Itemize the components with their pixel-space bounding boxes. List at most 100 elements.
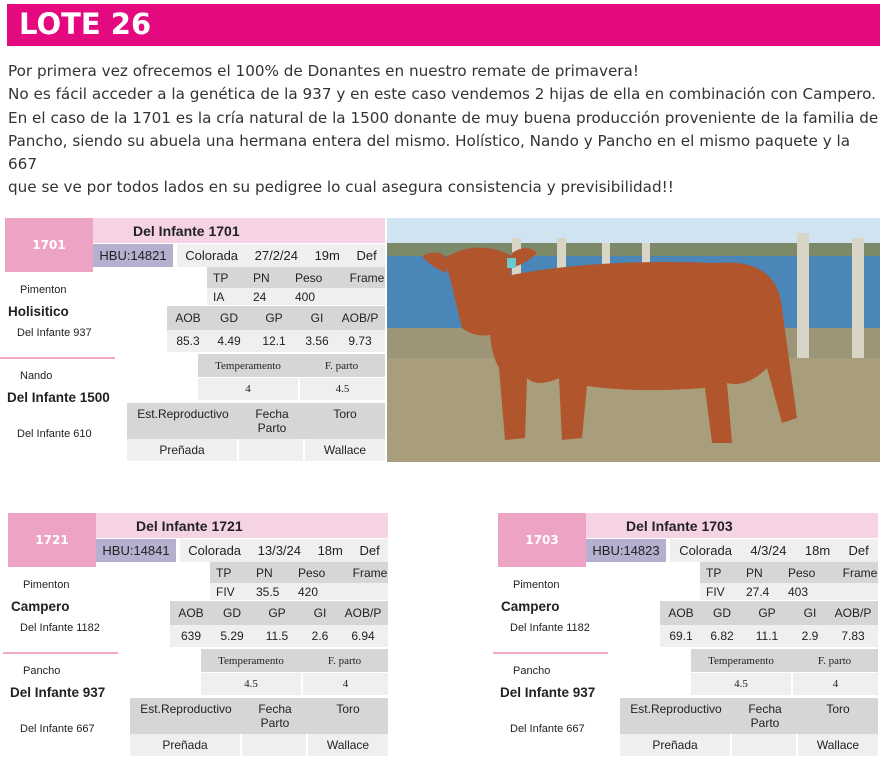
hbu-number: HBU:14841	[96, 539, 176, 562]
label-fparto: F. parto	[324, 359, 359, 372]
label-fparto: F. parto	[817, 654, 852, 667]
label-toro: Toro	[336, 702, 360, 716]
sire-dam: Del Infante 937	[17, 327, 92, 339]
fparto-value: 4.5	[300, 378, 385, 400]
birth-date: 13/3/24	[257, 543, 301, 558]
label-gi: GI	[310, 311, 324, 325]
description-line: Por primera vez ofrecemos el 100% de Don…	[8, 62, 639, 80]
sire-sire: Pimenton	[23, 579, 70, 591]
label-pn: PN	[253, 270, 270, 285]
label-toro: Toro	[826, 702, 850, 716]
lot-number: 1701	[5, 218, 93, 272]
label-frame: Frame	[349, 270, 385, 285]
birth-date: 27/2/24	[254, 248, 298, 263]
reproductive-values: Preñada Wallace	[620, 734, 878, 756]
label-tp: TP	[706, 565, 722, 580]
reproductive-header: Est.Reproductivo Fecha Parto Toro	[620, 698, 878, 734]
reproductive-values: Preñada Wallace	[130, 734, 388, 756]
frame-value	[346, 583, 394, 600]
carcass-header: AOB GD GP GI AOB/P	[167, 306, 385, 330]
dam: Del Infante 1500	[7, 390, 110, 405]
sire-sire: Pimenton	[20, 284, 67, 296]
tp-header: TP PN Peso Frame	[700, 562, 878, 583]
gp-value: 12.1	[262, 334, 286, 348]
aobp-value: 9.73	[348, 334, 372, 348]
animal-name: Del Infante 1721	[96, 513, 388, 538]
fecha-value	[732, 734, 796, 756]
label-aobp: AOB/P	[834, 606, 872, 620]
temperamento-value: 4.5	[691, 673, 791, 695]
age: 18m	[804, 543, 831, 558]
tp-header: TP PN Peso Frame	[210, 562, 388, 583]
tp-values: FIV 27.4 403	[700, 583, 878, 600]
coat-color: Colorada	[185, 248, 239, 263]
carcass-values: 85.3 4.49 12.1 3.56 9.73	[167, 330, 385, 352]
sire: Holisitico	[8, 304, 69, 319]
sire-sire: Pimenton	[513, 579, 560, 591]
sire-dam: Del Infante 1182	[510, 622, 590, 634]
reproductive-header: Est.Reproductivo Fecha Parto Toro	[127, 403, 385, 439]
aob-value: 639	[180, 629, 202, 643]
peso-value: 403	[788, 584, 809, 599]
label-peso: Peso	[788, 565, 816, 580]
est-value: Preñada	[130, 734, 240, 756]
lot-description: Por primera vez ofrecemos el 100% de Don…	[8, 60, 883, 200]
age: 19m	[314, 248, 340, 263]
animal-photo	[387, 218, 880, 462]
temperament-values: 4.5 4	[691, 673, 878, 695]
lot-number: 1721	[8, 513, 96, 567]
pn-value: 24	[253, 289, 267, 304]
dam-sire: Pancho	[513, 665, 551, 677]
sire-dam: Del Infante 1182	[20, 622, 100, 634]
def-status: Def	[359, 543, 380, 558]
aobp-value: 6.94	[351, 629, 375, 643]
pedigree-divider	[3, 652, 118, 654]
label-peso: Peso	[295, 270, 323, 285]
coat-color: Colorada	[679, 543, 732, 558]
sire: Campero	[501, 599, 560, 614]
temperamento-value: 4	[198, 378, 298, 400]
dam-dam: Del Infante 667	[20, 723, 95, 735]
animal-name: Del Infante 1701	[93, 218, 385, 243]
temperament-header: Temperamento F. parto	[201, 649, 388, 672]
gd-value: 5.29	[220, 629, 244, 643]
aob-value: 69.1	[669, 629, 693, 643]
label-frame: Frame	[842, 565, 878, 580]
toro-value: Wallace	[308, 734, 388, 756]
temperament-header: Temperamento F. parto	[691, 649, 878, 672]
animal-card: 1703 Del Infante 1703 HBU:14823 Colorada…	[493, 513, 883, 758]
gd-value: 6.82	[710, 629, 734, 643]
gi-value: 3.56	[305, 334, 329, 348]
temperament-header: Temperamento F. parto	[198, 354, 385, 377]
peso-value: 400	[295, 289, 316, 304]
dam-sire: Nando	[20, 370, 53, 382]
label-aob: AOB	[175, 311, 201, 325]
label-toro: Toro	[333, 407, 357, 421]
pedigree-divider	[493, 652, 608, 654]
hbu-number: HBU:14823	[586, 539, 666, 562]
toro-value: Wallace	[305, 439, 385, 461]
carcass-values: 69.1 6.82 11.1 2.9 7.83	[660, 625, 878, 647]
reproductive-values: Preñada Wallace	[127, 439, 385, 461]
toro-value: Wallace	[798, 734, 878, 756]
label-tp: TP	[216, 565, 232, 580]
label-aob: AOB	[668, 606, 694, 620]
label-tp: TP	[213, 270, 229, 285]
carcass-values: 639 5.29 11.5 2.6 6.94	[170, 625, 388, 647]
description-line: En el caso de la 1701 es la cría natural…	[8, 108, 879, 127]
gp-value: 11.5	[265, 629, 289, 643]
gp-value: 11.1	[755, 629, 779, 643]
animal-info: Colorada 4/3/24 18m Def	[670, 539, 878, 562]
animal-info: Colorada 13/3/24 18m Def	[180, 539, 388, 562]
dam-sire: Pancho	[23, 665, 61, 677]
lot-banner: LOTE 26	[7, 4, 880, 46]
label-est-reproductivo: Est.Reproductivo	[630, 702, 722, 716]
label-fecha-parto: Fecha Parto	[748, 702, 782, 730]
fparto-value: 4	[303, 673, 388, 695]
birth-date: 4/3/24	[750, 543, 787, 558]
temperament-values: 4.5 4	[201, 673, 388, 695]
temperament-values: 4 4.5	[198, 378, 385, 400]
label-gi: GI	[803, 606, 817, 620]
tp-values: FIV 35.5 420	[210, 583, 388, 600]
def-status: Def	[356, 248, 377, 263]
